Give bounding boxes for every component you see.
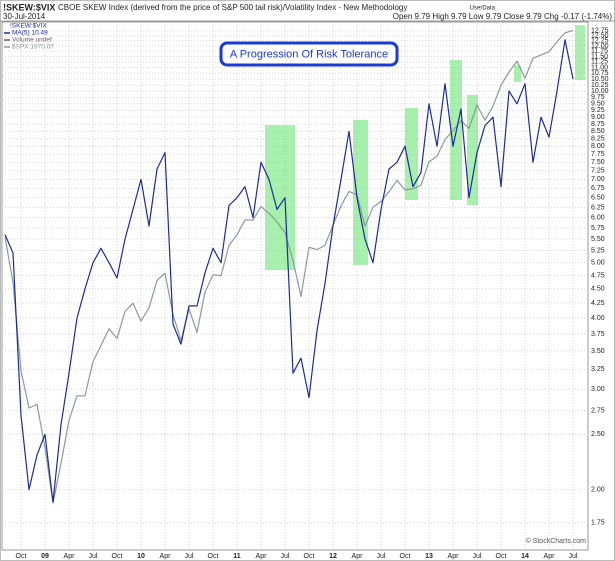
highlight [353,120,368,265]
y-tick-label: 12.25 [591,38,609,45]
series-line [4,29,574,504]
legend-label: !SKEW:$VIX [10,23,47,30]
y-tick-label: 4.50 [591,286,605,293]
x-tick-label: Jul [89,553,98,560]
y-tick-label: 2.75 [591,408,605,415]
highlight [467,95,478,205]
y-tick-label: 3.00 [591,386,605,393]
y-tick-label: 6.25 [591,204,605,211]
x-tick-label: 11 [233,553,241,560]
y-tick-label: 3.25 [591,366,605,373]
x-tick-label: 09 [41,553,49,560]
y-tick-label: 5.75 [591,225,605,232]
y-tick-label: 6.00 [591,214,605,221]
y-tick-label: 6.50 [591,195,605,202]
y-tick-label: 7.75 [591,151,605,158]
y-tick-label: 10.50 [591,76,609,83]
highlight-boxes [265,25,585,270]
annotation-box [219,41,399,67]
y-tick-label: 9.25 [591,107,605,114]
y-tick-label: 6.75 [591,185,605,192]
y-tick-label: 2.00 [591,486,605,493]
y-tick-label: 7.00 [591,176,605,183]
x-tick-label: Apr [544,553,556,560]
y-tick-label: 8.75 [591,121,605,128]
y-tick-label: 8.25 [591,136,605,143]
y-tick-label: 5.00 [591,260,605,267]
y-tick-label: 3.75 [591,331,605,338]
x-tick-label: 10 [137,553,145,560]
x-tick-label: Jul [185,553,194,560]
annotation-text: A Progression Of Risk Tolerance [230,48,388,60]
y-tick-label: 11.75 [591,48,608,55]
y-tick-label: 5.25 [591,247,605,254]
x-tick-label: Oct [400,553,411,560]
y-tick-label: 9.75 [591,94,605,101]
date: 30-Jul-2014 [3,12,46,21]
y-tick-label: 9.50 [591,101,605,108]
y-tick-label: 1.75 [591,520,605,527]
chart-title: !SKEW:$VIX [3,2,55,12]
x-tick-label: Oct [304,553,315,560]
x-tick-label: Jul [473,553,482,560]
y-tick-label: 7.50 [591,159,605,166]
x-tick-label: 14 [521,553,529,560]
y-tick-label: 10.25 [591,82,609,89]
quote: Open 9.79 High 9.79 Low 9.79 Close 9.79 … [393,12,613,21]
y-tick-label: 3.50 [591,348,605,355]
y-tick-label: 7.25 [591,168,605,175]
highlight [514,65,521,82]
legend-label: Volume undef [12,37,52,44]
y-tick-label: 4.75 [591,272,605,279]
x-tick-label: Jul [377,553,386,560]
y-tick-label: 9.00 [591,114,605,121]
chart-subtitle: CBOE SKEW Index (derived from the price … [58,3,407,12]
x-tick-label: Oct [112,553,123,560]
x-tick-label: Oct [496,553,507,560]
series-line [4,39,574,503]
y-tick-label: 5.50 [591,236,605,243]
x-tick-label: Apr [256,553,268,560]
x-tick-label: 12 [329,553,337,560]
y-tick-label: 10.75 [591,70,609,77]
y-tick-label: 11.25 [591,59,608,66]
y-tick-label: 11.50 [591,53,608,60]
highlight [265,125,295,270]
highlight [575,25,585,80]
x-tick-label: Apr [352,553,364,560]
y-tick-label: 8.00 [591,143,605,150]
y-tick-label: 4.00 [591,315,605,322]
x-tick-label: 13 [425,553,433,560]
plot-area [1,21,589,551]
x-tick-label: Jul [569,553,578,560]
x-tick-label: Jul [281,553,290,560]
x-tick-label: Apr [160,553,172,560]
credit: © StockCharts.com [526,537,587,545]
legend-label: MA(5) 10.49 [12,30,48,37]
y-tick-label: 4.25 [591,300,605,307]
y-tick-label: 11.00 [591,64,608,71]
legend-label: $SPX 1970.07 [12,44,54,51]
source-tag: UserData [470,6,496,12]
x-tick-label: Apr [64,553,76,560]
x-tick-label: Oct [208,553,219,560]
x-tick-label: Oct [16,553,27,560]
annotation: A Progression Of Risk Tolerance [219,41,399,67]
x-tick-label: Apr [448,553,460,560]
y-tick-label: 12.00 [591,43,609,50]
y-tick-label: 2.50 [591,431,605,438]
y-tick-label: 12.50 [591,33,609,40]
y-tick-label: 8.50 [591,128,605,135]
y-tick-label: 12.75 [591,28,609,35]
highlight [405,108,418,200]
y-tick-label: 10.00 [591,88,609,95]
